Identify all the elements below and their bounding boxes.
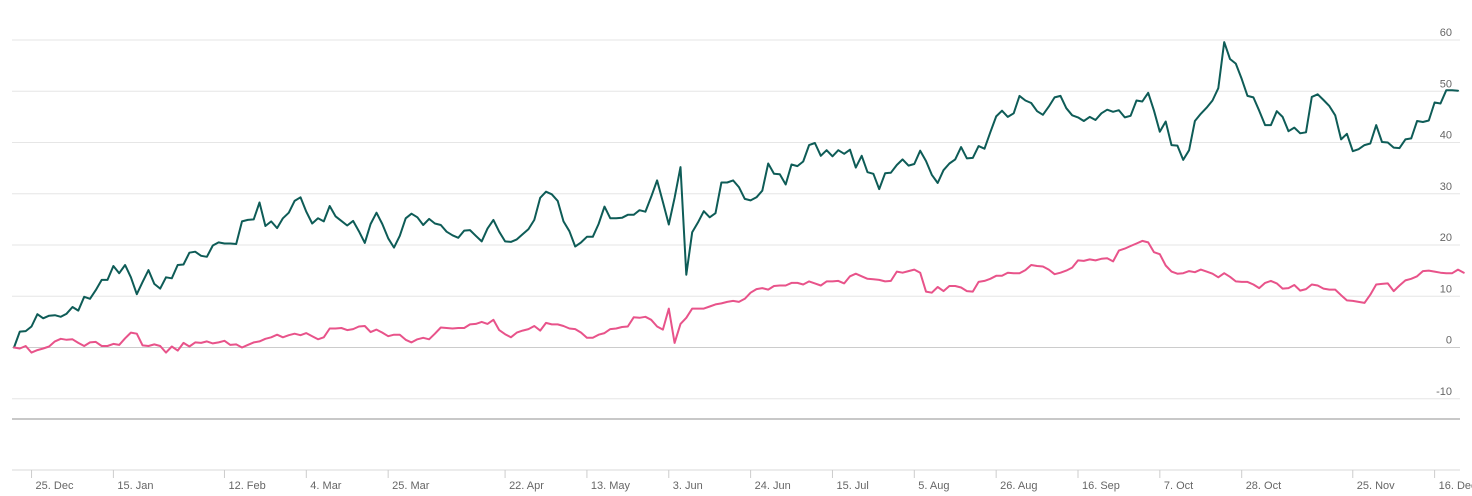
grid-lines [12,39,1460,400]
x-tick-label: 24. Jun [755,480,791,492]
y-tick-label: -10 [1436,386,1452,398]
x-tick-label: 16. Sep [1082,480,1120,492]
y-tick-label: 60 [1440,27,1452,39]
series-line-2 [13,239,1465,354]
x-tick-label: 5. Aug [918,480,949,492]
x-tick-label: 25. Nov [1357,480,1395,492]
y-tick-label: 20 [1440,232,1452,244]
x-tick-label: 16. Dec [1439,480,1472,492]
x-tick-label: 28. Oct [1246,480,1281,492]
x-tick-label: 26. Aug [1000,480,1037,492]
x-axis-labels: 25. Dec 15. Jan 12. Feb 4. Mar 25. Mar 22. Ap… [31,470,1472,492]
x-tick-label: 12. Feb [228,480,265,492]
series-line-1 [13,41,1459,349]
x-tick-label: 15. Jul [836,480,868,492]
x-tick-label: 4. Mar [310,480,342,492]
x-tick-label: 15. Jan [117,480,153,492]
x-tick-label: 7. Oct [1164,480,1193,492]
x-tick-label: 25. Dec [36,480,74,492]
y-tick-label: 30 [1440,181,1452,193]
x-tick-label: 22. Apr [509,480,544,492]
x-tick-label: 13. May [591,480,631,492]
y-tick-label: 50 [1440,78,1452,90]
y-tick-label: 0 [1446,335,1452,347]
series-lines [13,41,1465,354]
y-tick-label: 10 [1440,283,1452,295]
y-tick-label: 40 [1440,130,1452,142]
x-tick-label: 25. Mar [392,480,430,492]
x-tick-label: 3. Jun [673,480,703,492]
y-axis-labels: 60 50 40 30 20 10 0 -10 [1436,27,1452,398]
